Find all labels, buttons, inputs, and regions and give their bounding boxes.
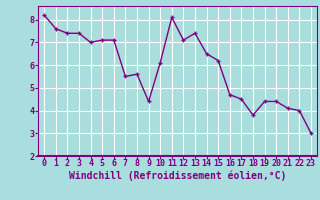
X-axis label: Windchill (Refroidissement éolien,°C): Windchill (Refroidissement éolien,°C) xyxy=(69,171,286,181)
